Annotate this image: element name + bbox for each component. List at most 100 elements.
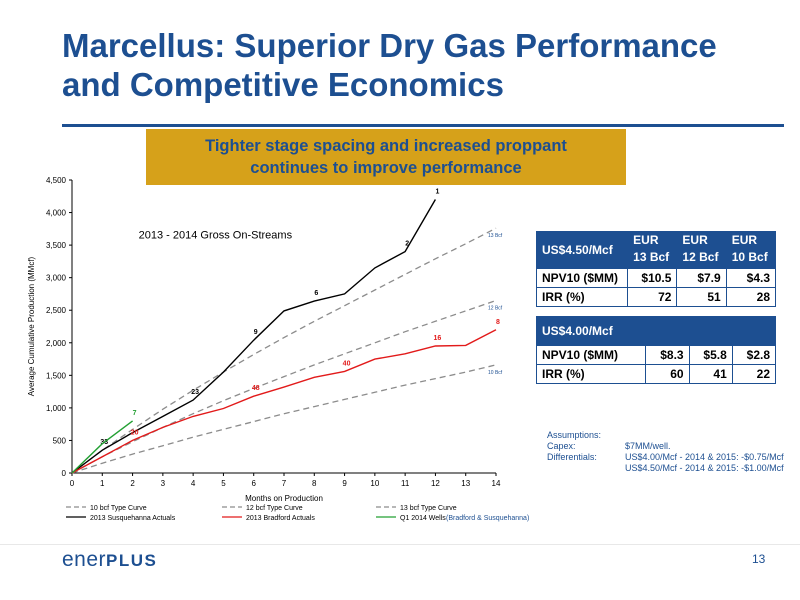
legend-label: 2013 Susquehanna Actuals bbox=[90, 515, 176, 522]
series-line-4 bbox=[71, 329, 497, 474]
eur-header-12: EUR 12 Bcf bbox=[676, 231, 727, 269]
y-tick-label: 2,000 bbox=[46, 339, 67, 348]
series-line-2 bbox=[71, 227, 497, 474]
cell-value: 51 bbox=[676, 287, 727, 307]
table-row: NPV10 ($MM) $10.5 $7.9 $4.3 bbox=[535, 268, 777, 288]
table-row: IRR (%) 72 51 28 bbox=[535, 287, 777, 307]
point-label: 23 bbox=[191, 389, 199, 396]
x-axis-title: Months on Production bbox=[245, 494, 323, 503]
x-tick-label: 3 bbox=[161, 479, 166, 488]
x-tick-label: 11 bbox=[401, 479, 410, 488]
row-label: NPV10 ($MM) bbox=[535, 268, 629, 288]
x-tick-label: 9 bbox=[342, 479, 347, 488]
title-line-1: Marcellus: Superior Dry Gas Performance bbox=[62, 27, 717, 64]
y-tick-label: 4,000 bbox=[46, 209, 67, 218]
assumptions-heading: Assumptions: bbox=[547, 430, 602, 440]
differentials-line-1: US$4.00/Mcf - 2014 & 2015: -$0.75/Mcf bbox=[625, 452, 784, 462]
callout-box: Tighter stage spacing and increased prop… bbox=[146, 129, 626, 185]
table-row: US$4.50/Mcf EUR 13 Bcf EUR 12 Bcf EUR 10… bbox=[535, 231, 777, 269]
y-tick-label: 2,500 bbox=[46, 306, 67, 315]
x-tick-label: 1 bbox=[100, 479, 105, 488]
logo-text-ener: ener bbox=[62, 548, 107, 571]
enerplus-logo: enerPLUS bbox=[62, 548, 157, 572]
legend-label: 12 bcf Type Curve bbox=[246, 505, 303, 512]
x-tick-label: 8 bbox=[312, 479, 317, 488]
cell-value: 41 bbox=[688, 364, 733, 384]
x-tick-label: 12 bbox=[431, 479, 440, 488]
eur-label: EUR bbox=[682, 233, 708, 247]
legend-label: 13 bcf Type Curve bbox=[400, 505, 457, 512]
x-tick-label: 4 bbox=[191, 479, 196, 488]
cell-value: $5.8 bbox=[688, 345, 733, 365]
series-end-label: 10 Bcf bbox=[488, 370, 503, 376]
series-line-1 bbox=[71, 299, 497, 474]
cell-value: $4.3 bbox=[725, 268, 777, 288]
footer-rule bbox=[0, 544, 800, 545]
point-label: 8 bbox=[496, 319, 500, 326]
y-tick-label: 3,500 bbox=[46, 241, 67, 250]
point-label: 7 bbox=[133, 410, 137, 417]
point-label: 16 bbox=[434, 335, 442, 342]
series-end-label: 12 Bcf bbox=[488, 305, 503, 311]
x-tick-label: 10 bbox=[370, 479, 379, 488]
series-end-label: 13 Bcf bbox=[488, 233, 503, 239]
row-label: NPV10 ($MM) bbox=[535, 345, 647, 365]
economics-table-400: US$4.00/Mcf NPV10 ($MM) $8.3 $5.8 $2.8 I… bbox=[535, 316, 777, 384]
y-tick-label: 1,000 bbox=[46, 404, 67, 413]
cell-value: 28 bbox=[725, 287, 777, 307]
legend-note: (Bradford & Susquehanna) bbox=[446, 515, 529, 522]
point-label: 20 bbox=[131, 429, 139, 436]
empty-header-cell bbox=[731, 316, 777, 346]
point-label: 40 bbox=[343, 360, 351, 367]
cell-value: 22 bbox=[731, 364, 777, 384]
capex-label: Capex: bbox=[547, 441, 576, 451]
row-label: IRR (%) bbox=[535, 364, 647, 384]
point-label: 6 bbox=[314, 290, 318, 297]
eur-value: 12 Bcf bbox=[682, 250, 719, 264]
eur-value: 10 Bcf bbox=[731, 250, 768, 264]
eur-label: EUR bbox=[731, 233, 758, 247]
x-tick-label: 6 bbox=[251, 479, 256, 488]
callout-line-1: Tighter stage spacing and increased prop… bbox=[205, 137, 567, 155]
series-line-0 bbox=[71, 364, 497, 474]
legend-label: 2013 Bradford Actuals bbox=[246, 515, 315, 522]
y-tick-label: 1,500 bbox=[46, 371, 67, 380]
series-line-3 bbox=[71, 199, 437, 474]
cell-value: $7.9 bbox=[676, 268, 727, 288]
empty-header-cell bbox=[645, 316, 690, 346]
legend-label: Q1 2014 Wells bbox=[400, 515, 446, 522]
eur-value: 13 Bcf bbox=[633, 250, 670, 264]
table-row: IRR (%) 60 41 22 bbox=[535, 364, 777, 384]
title-rule bbox=[62, 124, 784, 127]
x-tick-label: 14 bbox=[492, 479, 501, 488]
point-label: 2 bbox=[405, 241, 409, 248]
page-number: 13 bbox=[752, 552, 766, 566]
production-chart: 0 500 1,000 1,500 2,000 2,500 3,000 3,500 4,000 4… bbox=[27, 176, 529, 522]
legend-label: 10 bcf Type Curve bbox=[90, 505, 147, 512]
table-row: US$4.00/Mcf bbox=[535, 316, 777, 346]
x-tick-label: 7 bbox=[282, 479, 287, 488]
table-row: NPV10 ($MM) $8.3 $5.8 $2.8 bbox=[535, 345, 777, 365]
eur-label: EUR bbox=[633, 233, 659, 247]
point-label: 48 bbox=[252, 385, 260, 392]
cell-value: 60 bbox=[645, 364, 690, 384]
cell-value: $8.3 bbox=[645, 345, 690, 365]
cell-value: $2.8 bbox=[731, 345, 777, 365]
callout-line-2: continues to improve performance bbox=[250, 159, 522, 177]
x-tick-label: 5 bbox=[221, 479, 226, 488]
capex-value: $7MM/well. bbox=[625, 441, 671, 451]
y-tick-label: 0 bbox=[62, 469, 67, 478]
eur-header-13: EUR 13 Bcf bbox=[627, 231, 678, 269]
series-line-5 bbox=[71, 420, 134, 474]
cell-value: $10.5 bbox=[627, 268, 678, 288]
y-axis-title: Average Cumulative Production (MMcf) bbox=[27, 256, 36, 396]
price-header: US$4.00/Mcf bbox=[535, 316, 647, 346]
y-tick-label: 4,500 bbox=[46, 176, 67, 185]
row-label: IRR (%) bbox=[535, 287, 629, 307]
empty-header-cell bbox=[688, 316, 733, 346]
title-line-2: and Competitive Economics bbox=[62, 66, 504, 103]
logo-text-plus: PLUS bbox=[106, 551, 158, 570]
differentials-label: Differentials: bbox=[547, 452, 597, 462]
y-tick-label: 500 bbox=[53, 436, 67, 445]
eur-header-10: EUR 10 Bcf bbox=[725, 231, 777, 269]
